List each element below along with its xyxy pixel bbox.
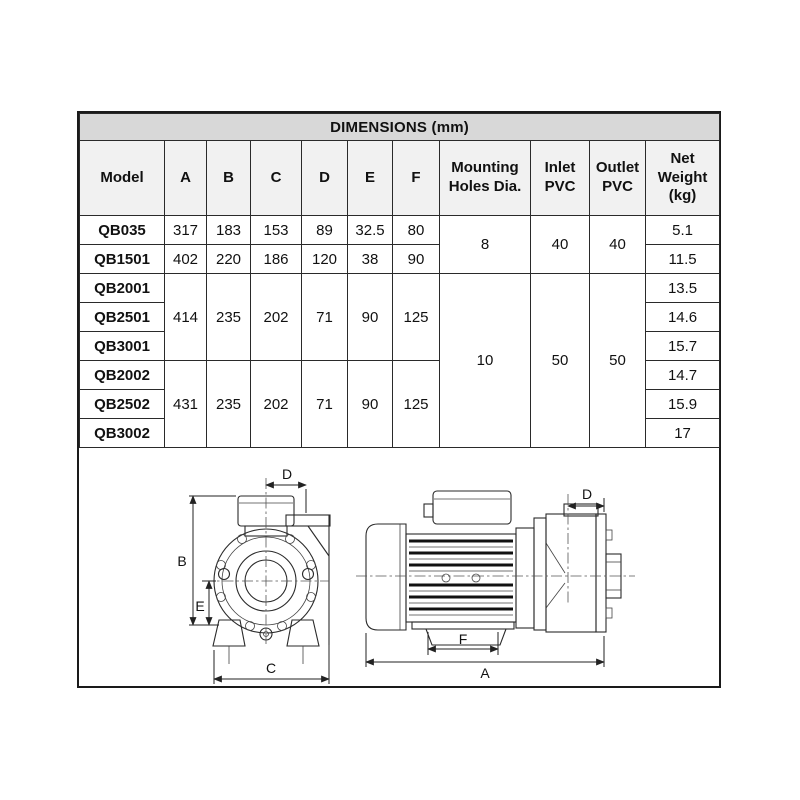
model-cell: QB2002: [79, 360, 165, 390]
model-cell: QB2501: [79, 302, 165, 332]
dim-b-cell: 220: [206, 244, 251, 274]
dim-e-cell-merged: 90: [347, 273, 393, 361]
pump-drawings-panel: D B E: [79, 448, 719, 686]
model-cell: QB1501: [79, 244, 165, 274]
col-header-f: F: [392, 140, 440, 216]
front-dim-d-label: D: [282, 466, 292, 482]
weight-cell: 17: [644, 418, 721, 448]
dim-e-cell-merged: 90: [347, 360, 393, 448]
pump-side-view: D F A: [356, 486, 635, 681]
front-dim-c: C: [213, 645, 330, 684]
dim-a-cell-merged: 431: [164, 360, 207, 448]
side-dim-a-label: A: [480, 665, 490, 681]
inlet-pvc-cell: 40: [530, 215, 590, 274]
col-header-e: E: [347, 140, 393, 216]
side-dim-f-label: F: [459, 631, 468, 647]
front-dim-d: D: [265, 466, 307, 513]
dim-c-cell: 153: [250, 215, 302, 245]
dim-b-cell: 183: [206, 215, 251, 245]
table-row: QB2501 14.6: [79, 302, 721, 332]
col-header-b: B: [206, 140, 251, 216]
dim-f-cell: 90: [392, 244, 440, 274]
dim-b-cell-merged: 235: [206, 273, 251, 361]
table-row: QB3001 15.7: [79, 331, 721, 361]
weight-cell: 11.5: [644, 244, 721, 274]
pump-front-view: D B E: [177, 466, 331, 684]
dimensions-table: DIMENSIONS (mm) Model A B C D E F Mounti…: [78, 113, 721, 448]
col-header-model: Model: [79, 140, 165, 216]
dim-a-cell: 317: [164, 215, 207, 245]
front-dim-e: E: [195, 580, 216, 626]
mounting-holes-cell: 8: [439, 215, 531, 274]
dim-e-cell: 32.5: [347, 215, 393, 245]
dim-e-cell: 38: [347, 244, 393, 274]
table-row: QB2001 414 235 202 71 90 125 10 50 50 13…: [79, 273, 721, 448]
weight-cell: 14.7: [644, 360, 721, 390]
front-dim-e-label: E: [195, 598, 204, 614]
weight-cell: 5.1: [644, 215, 721, 245]
table-row: QB035 317 183 153 89 32.5 80 8 40 40 5.1: [79, 215, 721, 274]
dim-d-cell: 120: [301, 244, 348, 274]
weight-cell: 15.7: [644, 331, 721, 361]
col-header-d: D: [301, 140, 348, 216]
dim-c-cell-merged: 202: [250, 273, 302, 361]
col-header-a: A: [164, 140, 207, 216]
table-row: QB2002 431 235 202 71 90 125 14.7: [79, 360, 721, 448]
weight-cell: 14.6: [644, 302, 721, 332]
front-dim-c-label: C: [266, 660, 276, 676]
front-dim-b: B: [177, 495, 236, 626]
table-title: DIMENSIONS (mm): [78, 113, 721, 141]
col-header-inlet: Inlet PVC: [530, 140, 590, 216]
side-dim-f: F: [427, 631, 499, 655]
col-header-weight: Net Weight (kg): [644, 140, 721, 216]
dim-d-cell: 89: [301, 215, 348, 245]
pump-technical-drawing: D B E: [177, 466, 635, 684]
model-cell: QB2502: [79, 389, 165, 419]
dim-c-cell-merged: 202: [250, 360, 302, 448]
side-dim-a: A: [365, 633, 605, 681]
dim-f-cell-merged: 125: [392, 360, 440, 448]
table-row: QB1501 402 220 186 120 38 90 11.5: [79, 244, 721, 274]
dim-d-cell-merged: 71: [301, 273, 348, 361]
dim-c-cell: 186: [250, 244, 302, 274]
model-cell: QB3002: [79, 418, 165, 448]
table-row: QB2502 15.9: [79, 389, 721, 419]
mounting-holes-cell: 10: [439, 273, 531, 448]
model-cell: QB2001: [79, 273, 165, 303]
outlet-pvc-cell: 50: [589, 273, 646, 448]
dim-d-cell-merged: 71: [301, 360, 348, 448]
table-row: QB3002 17: [79, 418, 721, 448]
side-dim-d-label: D: [582, 486, 592, 502]
col-header-outlet: Outlet PVC: [589, 140, 646, 216]
model-cell: QB035: [79, 215, 165, 245]
table-header-row: Model A B C D E F Mounting Holes Dia. In…: [79, 140, 721, 216]
side-dim-d: D: [567, 486, 605, 512]
dim-a-cell: 402: [164, 244, 207, 274]
dim-f-cell-merged: 125: [392, 273, 440, 361]
front-dim-b-label: B: [177, 553, 186, 569]
col-header-c: C: [250, 140, 302, 216]
dimension-sheet: DIMENSIONS (mm) Model A B C D E F Mounti…: [77, 111, 721, 688]
col-header-mounting: Mounting Holes Dia.: [439, 140, 531, 216]
inlet-pvc-cell: 50: [530, 273, 590, 448]
dim-f-cell: 80: [392, 215, 440, 245]
dim-a-cell-merged: 414: [164, 273, 207, 361]
dim-b-cell-merged: 235: [206, 360, 251, 448]
weight-cell: 13.5: [644, 273, 721, 303]
outlet-pvc-cell: 40: [589, 215, 646, 274]
weight-cell: 15.9: [644, 389, 721, 419]
table-title-row: DIMENSIONS (mm): [78, 113, 721, 141]
model-cell: QB3001: [79, 331, 165, 361]
